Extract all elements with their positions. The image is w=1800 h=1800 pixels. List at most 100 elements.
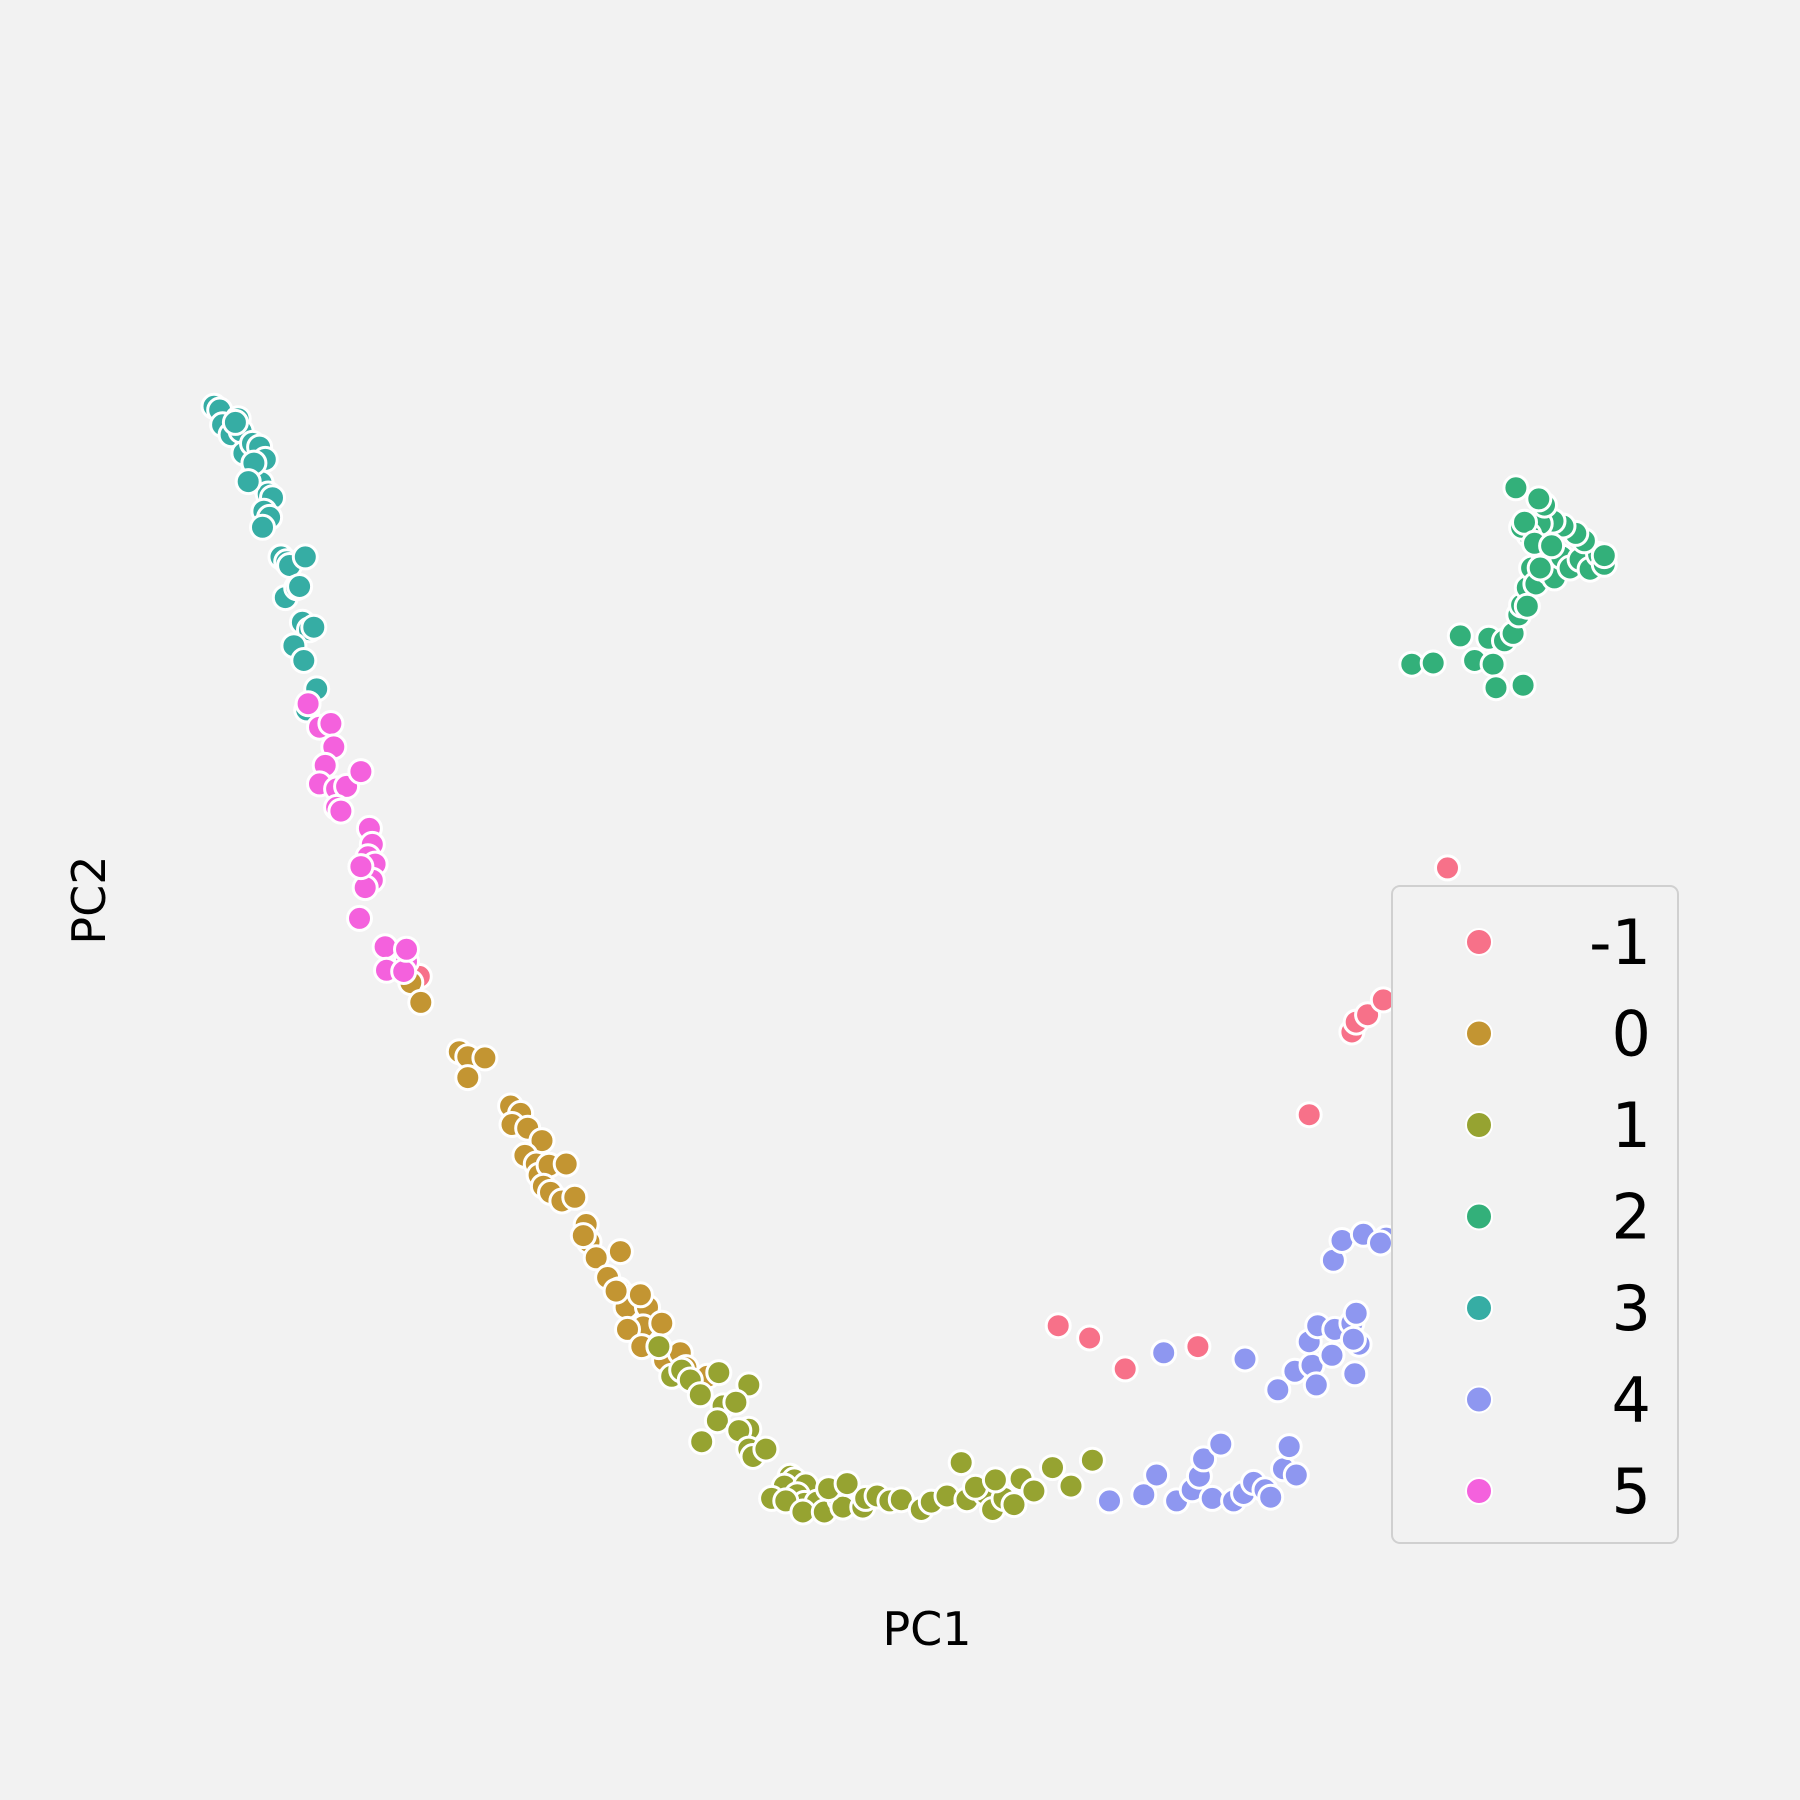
legend-marker-0 <box>1465 1019 1493 1048</box>
data-point-cluster--1-5 <box>1295 1101 1323 1129</box>
legend-item--1: -1 <box>1465 906 1651 979</box>
data-point-cluster-5-8 <box>347 758 375 786</box>
data-point-cluster-4-16 <box>1207 1430 1235 1458</box>
data-point-cluster-1-8 <box>722 1388 750 1416</box>
data-point-cluster-1-10 <box>703 1407 731 1435</box>
data-point-cluster-4-53 <box>1339 1325 1367 1353</box>
data-point-cluster-5-17 <box>347 853 375 881</box>
data-point-cluster-1-45 <box>1039 1454 1066 1482</box>
data-point-cluster-5-18 <box>346 904 373 932</box>
data-point-cluster-4-18 <box>1231 1345 1259 1373</box>
data-point-cluster--1-1 <box>1044 1312 1072 1340</box>
legend-label-4: 4 <box>1612 1364 1651 1437</box>
legend-item-3: 3 <box>1465 1272 1651 1345</box>
data-point-cluster-4-22 <box>1318 1341 1346 1369</box>
data-point-cluster-4-17 <box>1150 1339 1178 1367</box>
legend-marker-1 <box>1465 1111 1493 1139</box>
legend-label-0: 0 <box>1612 998 1651 1071</box>
data-point-cluster-0-38 <box>602 1277 630 1305</box>
data-point-cluster-1-6 <box>686 1381 714 1409</box>
data-point-cluster-1-51 <box>1000 1491 1028 1519</box>
legend-marker-5 <box>1465 1477 1493 1505</box>
data-point-cluster-3-21 <box>291 543 319 571</box>
legend: -1 0 1 2 3 4 5 <box>1391 885 1679 1544</box>
data-point-cluster--1-4 <box>1184 1333 1212 1361</box>
data-point-cluster-2-38 <box>1509 671 1537 699</box>
legend-label-2: 2 <box>1612 1181 1651 1254</box>
data-point-cluster-4-29 <box>1341 1360 1369 1388</box>
data-point-cluster-1-31 <box>833 1470 861 1498</box>
data-point-cluster-0-15 <box>552 1150 580 1178</box>
legend-item-0: 0 <box>1465 998 1651 1071</box>
data-point-cluster-4-19 <box>1264 1376 1292 1404</box>
data-point-cluster-0-22 <box>582 1244 610 1272</box>
data-point-cluster-2-2 <box>1446 622 1474 650</box>
data-point-cluster-2-37 <box>1482 674 1510 702</box>
data-point-cluster-0-23 <box>606 1238 634 1266</box>
legend-marker-2 <box>1465 1202 1493 1231</box>
data-point-cluster-1-12 <box>688 1428 716 1456</box>
data-point-cluster-2-35 <box>1590 542 1618 570</box>
data-point-cluster-1-50 <box>981 1466 1009 1494</box>
data-point-cluster-0-19 <box>561 1183 589 1211</box>
data-point-cluster-4-11 <box>1257 1483 1285 1511</box>
legend-marker-4 <box>1465 1385 1493 1414</box>
legend-label-3: 3 <box>1612 1272 1651 1345</box>
data-point-cluster-4-15 <box>1190 1445 1218 1473</box>
legend-item-4: 4 <box>1465 1364 1651 1437</box>
data-point-cluster-3-30 <box>221 408 249 436</box>
legend-item-5: 5 <box>1465 1455 1651 1528</box>
data-point-cluster-2-36 <box>1513 592 1541 620</box>
data-point-cluster-1-15 <box>752 1435 780 1463</box>
data-point-cluster-0-37 <box>569 1222 597 1250</box>
data-point-cluster-3-17 <box>249 513 276 541</box>
data-point-cluster-0-31 <box>648 1309 676 1337</box>
data-point-cluster-0-30 <box>614 1315 641 1343</box>
data-point-cluster-4-13 <box>1282 1461 1310 1489</box>
legend-frame <box>1391 885 1679 1544</box>
data-point-cluster-5-22 <box>390 958 418 985</box>
legend-label-1: 1 <box>1612 1089 1651 1162</box>
data-point-cluster-4-30 <box>1342 1299 1370 1327</box>
legend-item-1: 1 <box>1465 1089 1651 1162</box>
data-point-cluster-3-33 <box>234 468 262 496</box>
data-point-cluster-5-2 <box>317 710 345 737</box>
legend-marker-3 <box>1465 1294 1493 1322</box>
data-point-cluster--1-2 <box>1076 1324 1104 1352</box>
data-point-cluster-1-44 <box>1020 1477 1048 1505</box>
y-axis-label: PC2 <box>62 855 116 944</box>
legend-item-2: 2 <box>1465 1181 1651 1254</box>
legend-marker--1 <box>1465 928 1493 956</box>
data-point-cluster-4-14 <box>1275 1433 1303 1461</box>
x-axis-label: PC1 <box>882 1602 971 1656</box>
data-point-cluster-1-4 <box>705 1359 733 1387</box>
data-point-cluster-3-34 <box>300 613 328 641</box>
points-layer <box>200 392 1618 1526</box>
data-point-cluster-5-0 <box>294 690 322 718</box>
data-point-cluster-3-32 <box>286 573 314 600</box>
data-point-cluster-5-10 <box>327 797 355 825</box>
data-point-cluster-1-46 <box>1057 1472 1085 1500</box>
legend-label-5: 5 <box>1612 1455 1651 1528</box>
data-point-cluster-1-0 <box>645 1333 673 1361</box>
data-point-cluster-2-39 <box>1526 554 1554 582</box>
data-point-cluster-4-2 <box>1143 1461 1171 1489</box>
data-point-cluster-4-23 <box>1302 1371 1330 1399</box>
legend-label--1: -1 <box>1589 906 1651 979</box>
data-point-cluster--1-3 <box>1111 1355 1139 1383</box>
data-point-cluster-3-27 <box>290 647 318 674</box>
data-point-cluster-0-1 <box>407 988 435 1016</box>
data-point-cluster-4-1 <box>1130 1481 1158 1509</box>
data-point-cluster-2-30 <box>1525 485 1553 513</box>
data-point-cluster-1-47 <box>1078 1446 1106 1474</box>
data-point-cluster-4-52 <box>1367 1229 1394 1257</box>
data-point-cluster-2-31 <box>1502 474 1530 502</box>
data-point-cluster-2-34 <box>1538 532 1566 560</box>
data-point-cluster--1-13 <box>1434 854 1461 882</box>
data-point-cluster-0-39 <box>626 1281 654 1309</box>
data-point-cluster-4-0 <box>1096 1487 1123 1515</box>
data-point-cluster-1-48 <box>947 1449 975 1477</box>
data-point-cluster-0-4 <box>471 1044 499 1072</box>
data-point-cluster-2-1 <box>1419 649 1447 677</box>
